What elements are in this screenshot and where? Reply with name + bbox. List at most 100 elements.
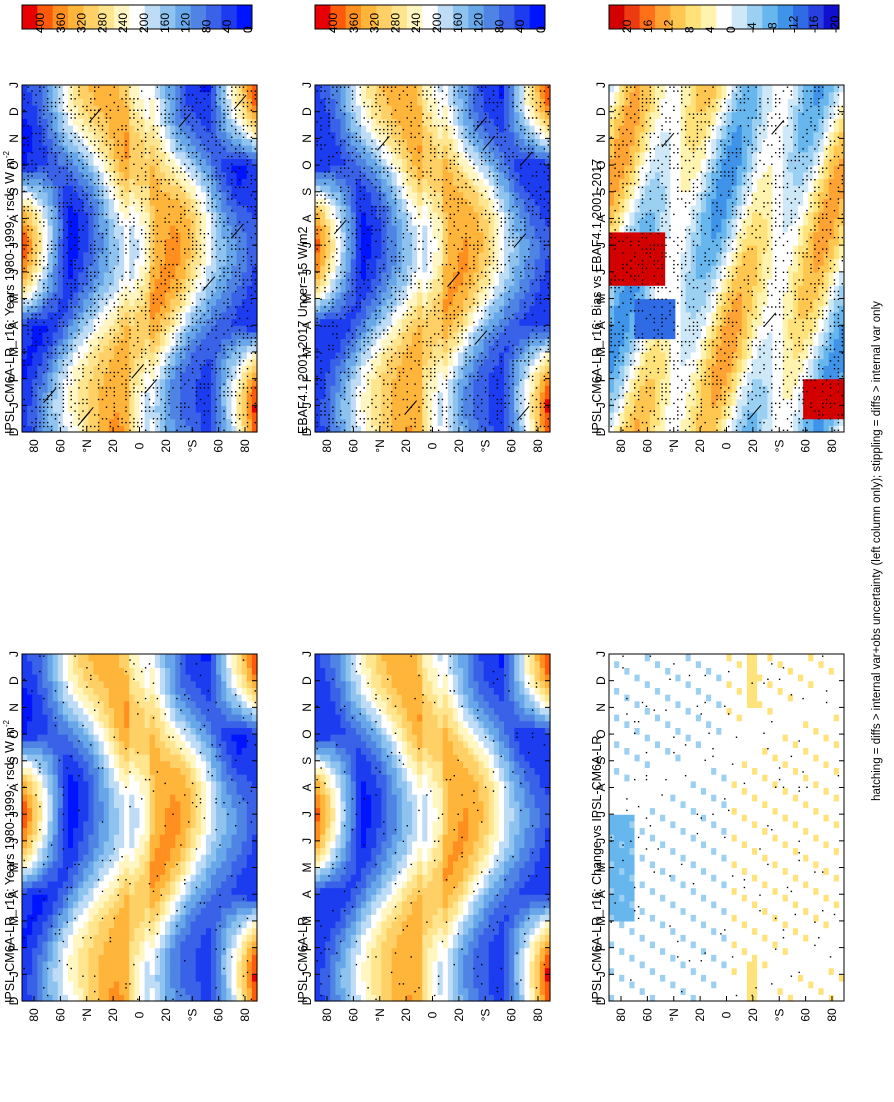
heatmap-cell <box>140 172 146 179</box>
stipple-dot <box>31 356 32 357</box>
heatmap-cell <box>63 279 69 286</box>
stipple-dot <box>51 306 52 307</box>
heatmap-cell <box>58 272 64 279</box>
heatmap-cell <box>170 225 176 232</box>
heatmap-cell <box>201 85 207 92</box>
heatmap-cell <box>109 118 115 125</box>
heatmap-cell <box>191 385 197 392</box>
stipple-dot <box>63 349 64 350</box>
stipple-dot <box>39 275 40 276</box>
stipple-dot <box>67 364 68 365</box>
heatmap-cell <box>42 198 48 205</box>
heatmap-cell <box>37 212 43 219</box>
heatmap-cell <box>191 132 197 139</box>
heatmap-cell <box>27 285 33 292</box>
heatmap-cell <box>216 238 222 245</box>
heatmap-cell <box>226 252 232 259</box>
heatmap-cell <box>201 172 207 179</box>
heatmap-cell <box>206 265 212 272</box>
heatmap-cell <box>242 332 248 339</box>
heatmap-cell <box>175 332 181 339</box>
heatmap-cell <box>221 245 227 252</box>
heatmap-cell <box>32 419 38 426</box>
heatmap-cell <box>124 352 130 359</box>
stipple-dot <box>59 422 60 423</box>
heatmap-cell <box>165 385 171 392</box>
heatmap-cell <box>165 225 171 232</box>
stipple-dot <box>63 314 64 315</box>
heatmap-cell <box>165 292 171 299</box>
heatmap-cell <box>129 405 135 412</box>
heatmap-cell <box>145 205 151 212</box>
heatmap-cell <box>83 238 89 245</box>
heatmap-cell <box>196 325 202 332</box>
heatmap-cell <box>129 178 135 185</box>
heatmap-cell <box>53 265 59 272</box>
stipple-dot <box>86 164 87 165</box>
heatmap-cell <box>242 285 248 292</box>
heatmap-cell <box>165 359 171 366</box>
stipple-dot <box>35 426 36 427</box>
heatmap-cell <box>242 145 248 152</box>
stipple-dot <box>59 237 60 238</box>
stipple-dot <box>24 364 25 365</box>
heatmap-cell <box>37 165 43 172</box>
heatmap-cell <box>221 359 227 366</box>
heatmap-cell <box>32 352 38 359</box>
heatmap-cell <box>226 172 232 179</box>
heatmap-cell <box>201 218 207 225</box>
heatmap-cell <box>22 305 28 312</box>
heatmap-cell <box>211 299 217 306</box>
heatmap-cell <box>119 172 125 179</box>
heatmap-cell <box>140 98 146 105</box>
stipple-dot <box>63 133 64 134</box>
heatmap-cell <box>242 245 248 252</box>
heatmap-cell <box>201 299 207 306</box>
heatmap-cell <box>53 365 59 372</box>
stipple-dot <box>35 395 36 396</box>
stipple-dot <box>47 341 48 342</box>
heatmap-cell <box>58 385 64 392</box>
heatmap-cell <box>242 405 248 412</box>
heatmap-cell <box>124 292 130 299</box>
heatmap-cell <box>73 299 79 306</box>
heatmap-cell <box>32 132 38 139</box>
stipple-dot <box>35 295 36 296</box>
stipple-dot <box>55 360 56 361</box>
heatmap-cell <box>73 285 79 292</box>
heatmap-cell <box>211 265 217 272</box>
heatmap-cell <box>216 118 222 125</box>
heatmap-cell <box>237 252 243 259</box>
heatmap-cell <box>27 112 33 119</box>
heatmap-cell <box>83 245 89 252</box>
stipple-dot <box>39 260 40 261</box>
heatmap-cell <box>114 359 120 366</box>
heatmap-cell <box>247 185 253 192</box>
heatmap-cell <box>73 205 79 212</box>
heatmap-cell <box>155 372 161 379</box>
heatmap-cell <box>206 198 212 205</box>
heatmap-cell <box>68 265 74 272</box>
heatmap-cell <box>48 145 54 152</box>
heatmap-cell <box>221 192 227 199</box>
stipple-dot <box>59 353 60 354</box>
heatmap-cell <box>73 85 79 92</box>
heatmap-cell <box>68 118 74 125</box>
stipple-dot <box>27 229 28 230</box>
heatmap-cell <box>145 238 151 245</box>
stipple-dot <box>43 256 44 257</box>
heatmap-cell <box>88 85 94 92</box>
stipple-dot <box>67 114 68 115</box>
heatmap-cell <box>134 292 140 299</box>
stipple-dot <box>78 87 79 88</box>
stipple-dot <box>67 383 68 384</box>
stipple-dot <box>82 168 83 169</box>
stipple-dot <box>82 156 83 157</box>
heatmap-cell <box>221 332 227 339</box>
stipple-dot <box>43 283 44 284</box>
heatmap-cell <box>58 152 64 159</box>
stipple-dot <box>39 252 40 253</box>
stipple-dot <box>31 248 32 249</box>
heatmap-cell <box>242 92 248 99</box>
heatmap-cell <box>242 172 248 179</box>
